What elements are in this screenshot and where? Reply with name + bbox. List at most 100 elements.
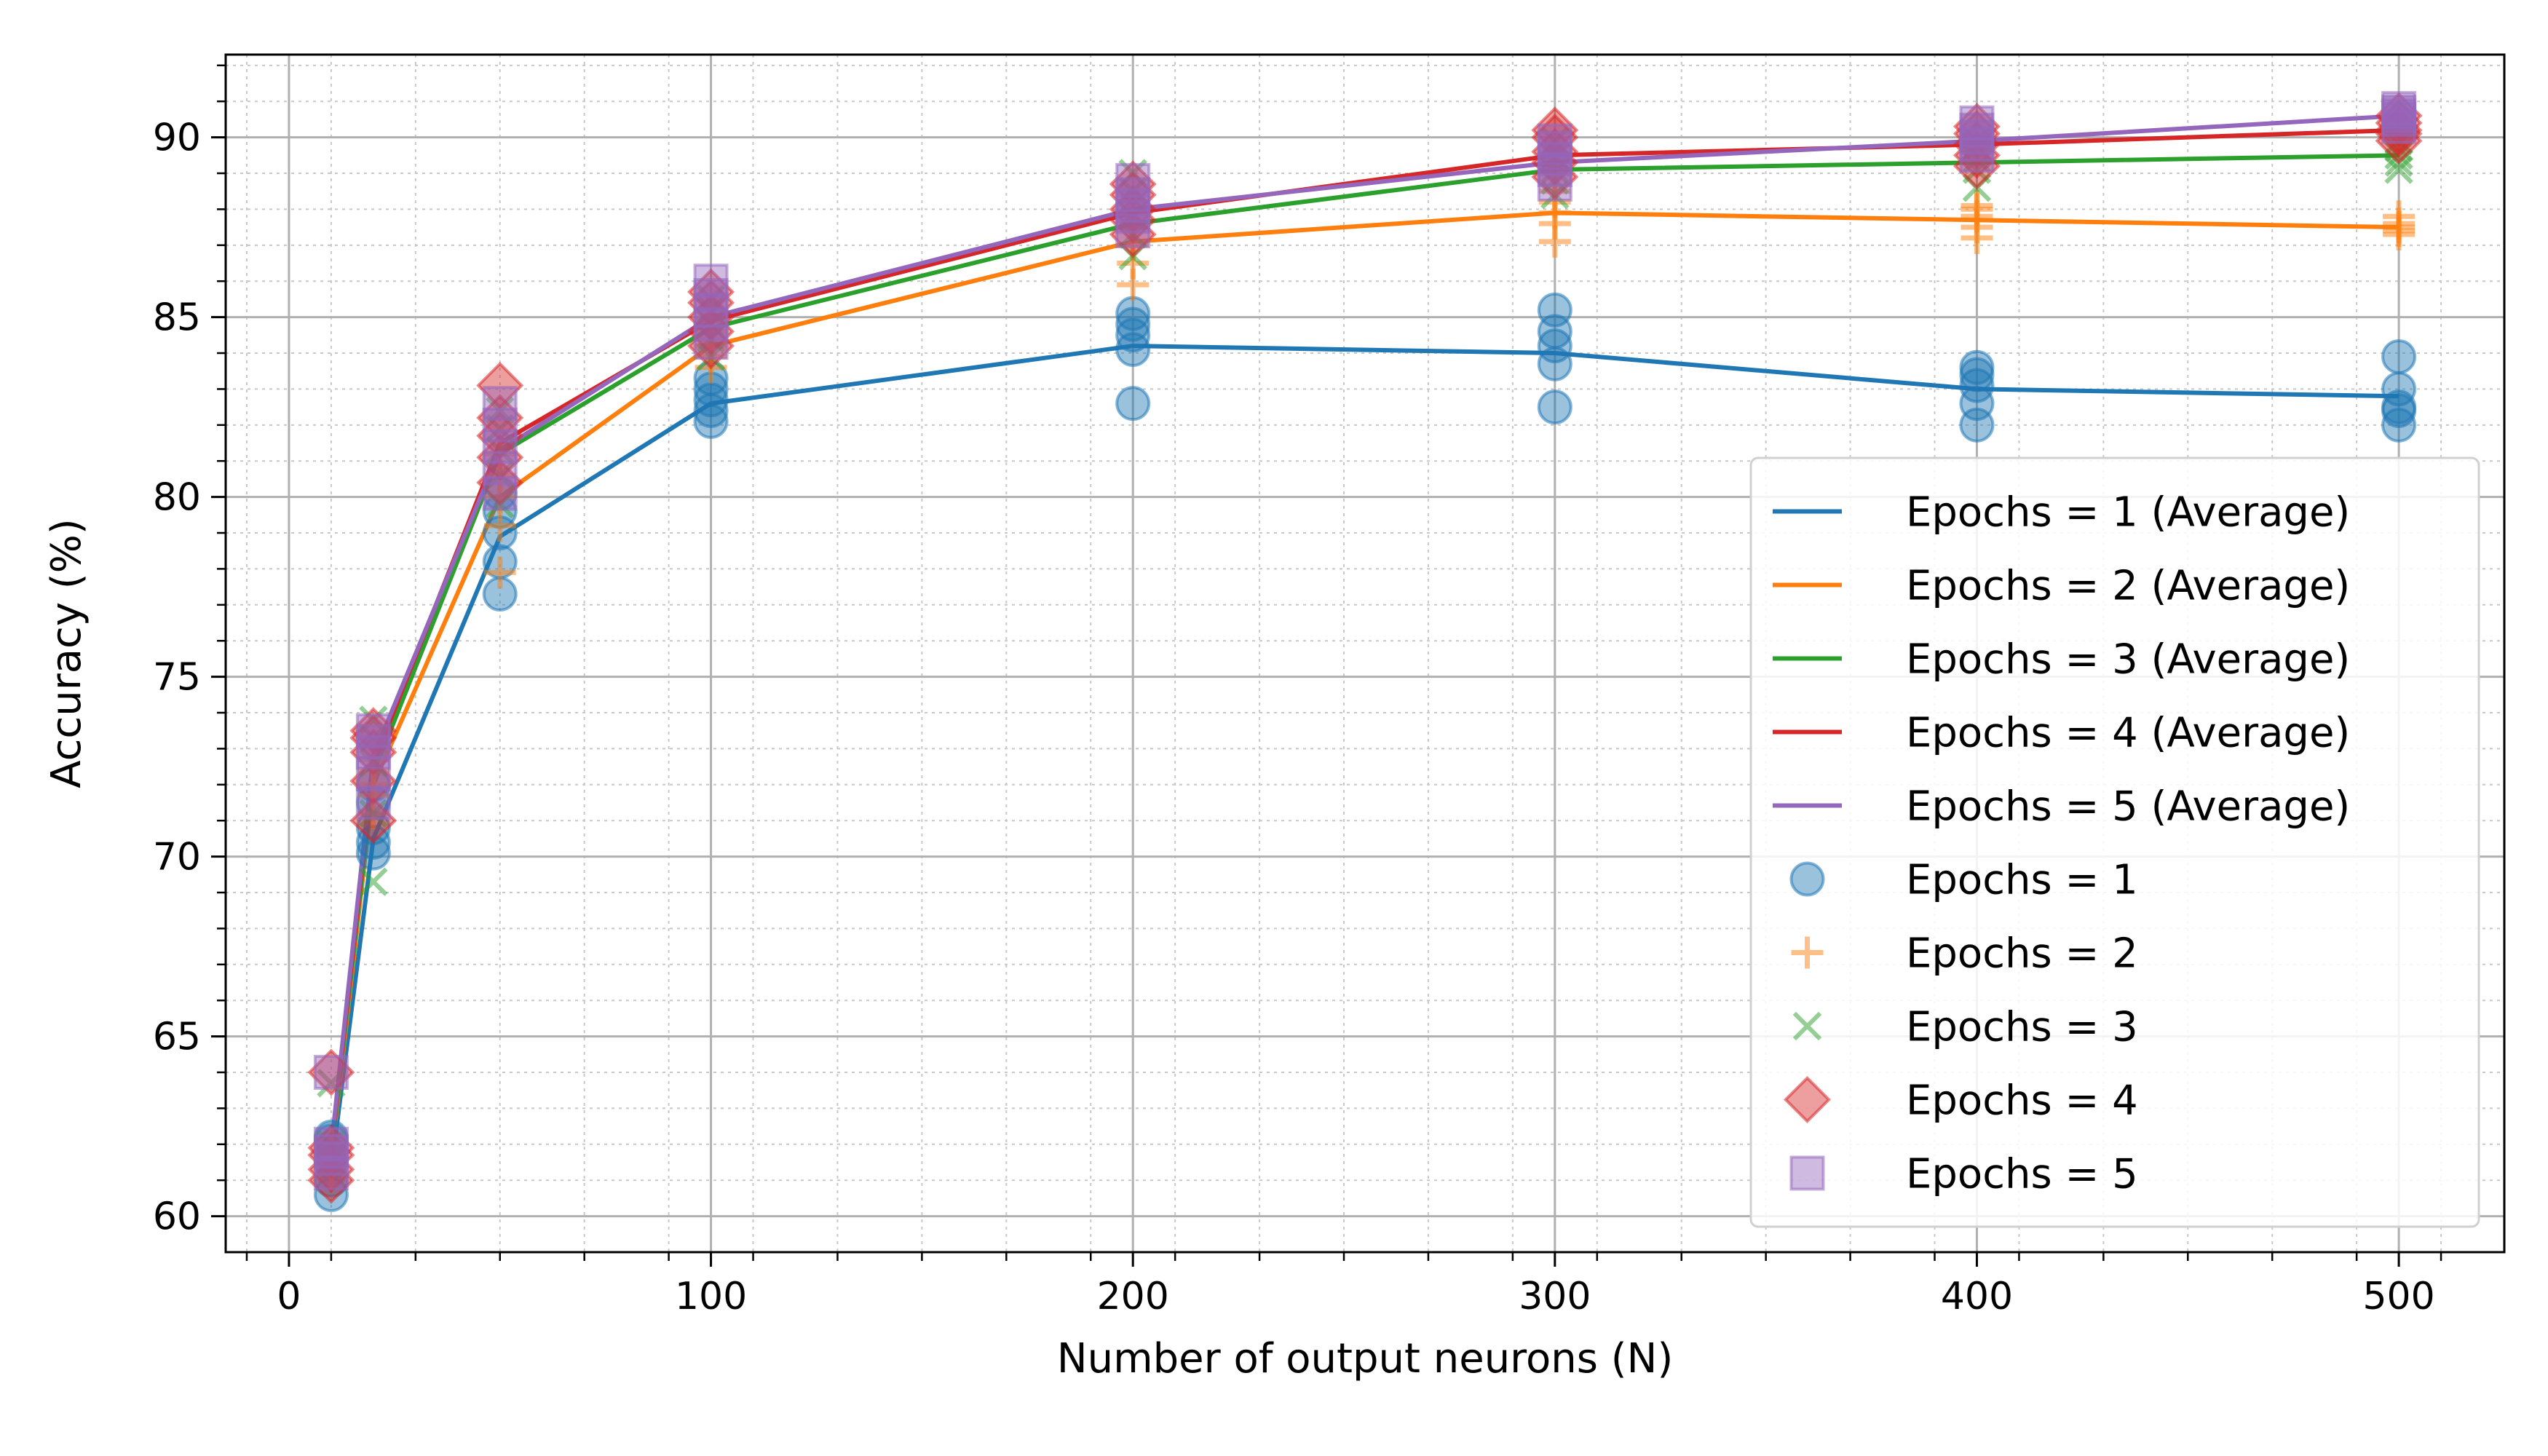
average-line-2 (328, 153, 2399, 1155)
x-tick-label: 100 (675, 1275, 747, 1318)
scatter-point (1959, 386, 1995, 422)
scatter-point (2383, 215, 2416, 248)
scatter-markers (307, 91, 2423, 1212)
scatter-point (307, 1156, 355, 1204)
y-axis-label: Accuracy (%) (43, 518, 90, 788)
legend-box (1749, 456, 2480, 1228)
legend-entry-label: Epochs = 1 (Average) (1906, 489, 2350, 537)
average-line-4 (328, 113, 2399, 1149)
scatter-point (307, 1048, 355, 1096)
x-tick-label: 200 (1097, 1275, 1169, 1318)
scatter-point (349, 714, 397, 762)
scatter-series-8 (307, 92, 2423, 1204)
scatter-point (1115, 296, 1151, 331)
scatter-point (482, 451, 518, 486)
scatter-point (2381, 339, 2417, 374)
scatter-point (482, 475, 518, 511)
scatter-point (1109, 196, 1157, 244)
scatter-point (349, 707, 397, 755)
y-tick-label: 70 (153, 836, 201, 879)
scatter-point (693, 306, 729, 342)
scatter-point (2381, 371, 2417, 407)
scatter-point (313, 1133, 349, 1169)
x-tick-label: 0 (277, 1275, 301, 1318)
legend: Epochs = 1 (Average) Epochs = 2 (Average)… (1749, 456, 2480, 1228)
scatter-point (1531, 138, 1579, 186)
legend-entry-label: Epochs = 5 (1906, 1151, 2138, 1198)
scatter-point (307, 1124, 355, 1172)
scatter-point (482, 407, 518, 443)
scatter-point (1952, 110, 2001, 158)
scatter-point (1961, 189, 1993, 222)
x-tick-label: 500 (2362, 1275, 2434, 1318)
scatter-point (349, 757, 397, 805)
scatter-point (1109, 160, 1157, 208)
legend-handle-marker (1791, 936, 1824, 969)
legend-entry-label: Epochs = 3 (1906, 1004, 2138, 1051)
scatter-point (693, 264, 729, 299)
scatter-point (313, 1155, 349, 1191)
legend-entry-label: Epochs = 2 (1906, 930, 2138, 978)
scatter-point (1537, 292, 1572, 328)
average-line-0 (328, 344, 2399, 1170)
scatter-point (2381, 407, 2417, 443)
scatter-point (1959, 349, 1995, 385)
scatter-point (2375, 117, 2423, 165)
scatter-point (317, 1140, 346, 1170)
scatter-point (355, 835, 391, 871)
legend-entry-label: Epochs = 2 (Average) (1906, 563, 2350, 610)
scatter-point (687, 268, 735, 316)
scatter-point (483, 556, 516, 589)
scatter-point (1109, 171, 1157, 219)
scatter-point (687, 279, 735, 327)
scatter-point (359, 705, 388, 735)
scatter-point (1531, 106, 1579, 154)
scatter-point (2375, 99, 2423, 147)
scatter-point (1115, 213, 1151, 249)
scatter-point (355, 785, 391, 820)
scatter-point (1537, 389, 1572, 425)
scatter-point (483, 438, 516, 470)
plot-frame (224, 53, 2506, 1254)
scatter-point (313, 1055, 349, 1091)
legend-handle-marker (1789, 861, 1825, 897)
legend-handle-marker (1792, 1011, 1822, 1041)
legend-entry-label: Epochs = 5 (Average) (1906, 783, 2350, 831)
scatter-point (2384, 133, 2413, 163)
scatter-point (317, 1147, 346, 1177)
scatter-point (476, 412, 524, 460)
scatter-point (2375, 110, 2423, 158)
scatter-point (1115, 386, 1151, 422)
scatter-point (1959, 105, 1995, 141)
scatter-point (482, 386, 518, 422)
legend-handle-marker (1783, 1075, 1832, 1124)
axis-ticks: 0 100 200 300 400 500 60 65 70 75 80 85 90 (153, 64, 2442, 1318)
y-tick-label: 85 (153, 296, 201, 340)
y-tick-label: 90 (153, 116, 201, 160)
y-tick-label: 75 (153, 656, 201, 700)
scatter-point (476, 361, 524, 410)
legend-entry-label: Epochs = 1 (1906, 857, 2138, 904)
scatter-point (1537, 130, 1572, 166)
scatter-series-9 (313, 91, 2417, 1191)
legend-entry-label: Epochs = 4 (Average) (1906, 710, 2350, 757)
scatter-point (1959, 368, 1995, 403)
scatter-point (355, 713, 391, 748)
scatter-point (1115, 332, 1151, 368)
legend-entry-label: Epochs = 3 (Average) (1906, 636, 2350, 684)
scatter-point (1115, 162, 1151, 198)
scatter-point (2381, 91, 2417, 127)
legend-entry-label: Epochs = 4 (1906, 1077, 2138, 1125)
scatter-point (483, 510, 516, 542)
scatter-point (2375, 92, 2423, 140)
scatter-point (2381, 389, 2417, 425)
legend-handle-marker (1789, 1155, 1825, 1191)
x-tick-label: 300 (1519, 1275, 1591, 1318)
scatter-point (307, 1131, 355, 1179)
scatter-point (359, 748, 388, 778)
y-tick-label: 60 (153, 1195, 201, 1239)
average-lines (328, 113, 2399, 1170)
scatter-point (1537, 328, 1572, 364)
